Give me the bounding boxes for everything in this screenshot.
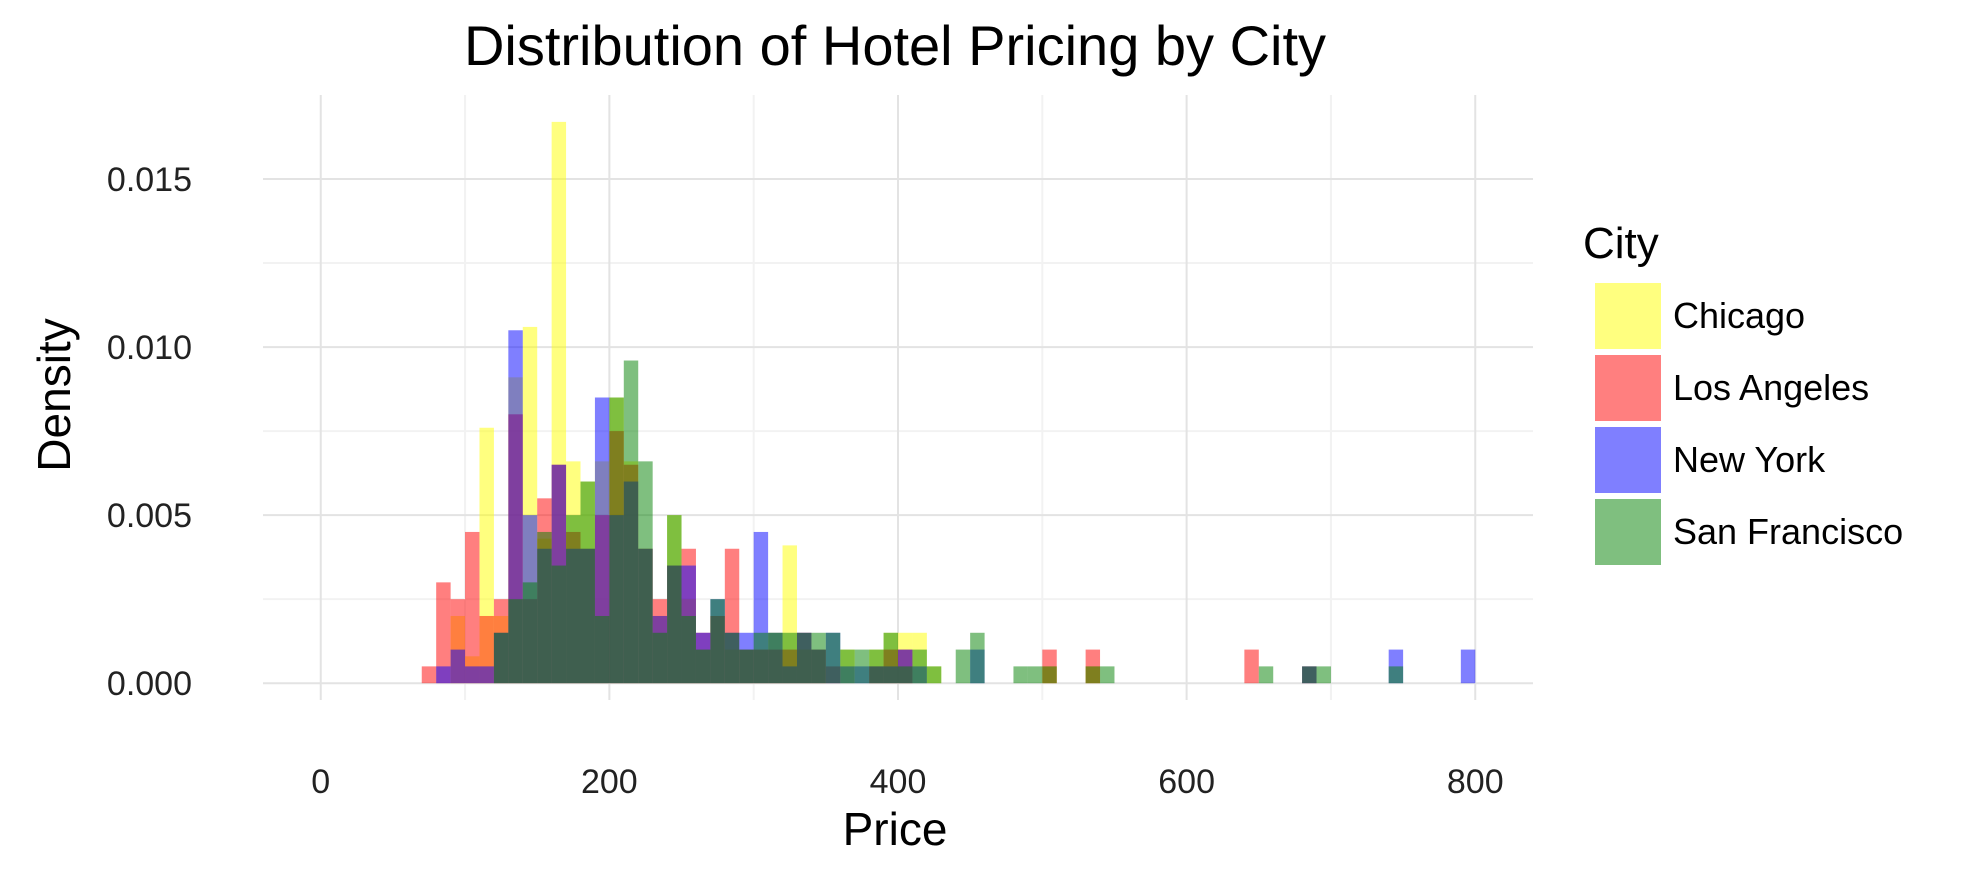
bar-san-francisco bbox=[1013, 666, 1028, 684]
y-tick-label: 0.010 bbox=[107, 329, 192, 367]
legend-item-chicago: Chicago bbox=[1595, 283, 1805, 349]
x-tick-label: 0 bbox=[311, 763, 330, 801]
bar-new-york bbox=[450, 649, 466, 684]
bar-san-francisco bbox=[667, 515, 682, 684]
bar-san-francisco bbox=[898, 666, 913, 684]
y-tick-label: 0.005 bbox=[107, 497, 192, 535]
bar-san-francisco bbox=[566, 515, 581, 684]
x-tick-label: 200 bbox=[581, 763, 638, 801]
bar-san-francisco bbox=[695, 649, 711, 684]
legend-swatch bbox=[1595, 283, 1661, 349]
bar-san-francisco bbox=[970, 632, 985, 684]
bar-san-francisco bbox=[768, 632, 783, 684]
legend-label: Los Angeles bbox=[1673, 367, 1869, 408]
bar-san-francisco bbox=[537, 531, 552, 684]
y-axis-title: Density bbox=[28, 318, 80, 471]
bar-san-francisco bbox=[811, 632, 826, 684]
bar-new-york bbox=[508, 330, 523, 684]
bar-san-francisco bbox=[883, 632, 898, 684]
bar-san-francisco bbox=[912, 649, 927, 684]
bar-los-angeles bbox=[1244, 649, 1259, 684]
bar-san-francisco bbox=[1042, 666, 1057, 684]
legend-item-new-york: New York bbox=[1595, 427, 1826, 493]
legend-swatch bbox=[1595, 355, 1661, 421]
bar-san-francisco bbox=[1302, 666, 1317, 684]
bars-layer bbox=[421, 121, 1476, 684]
y-tick-label: 0.000 bbox=[107, 665, 192, 703]
x-tick-label: 800 bbox=[1447, 763, 1504, 801]
legend-swatch bbox=[1595, 499, 1661, 565]
x-axis: 0 200 400 600 800 bbox=[311, 763, 1503, 801]
bar-san-francisco bbox=[825, 632, 841, 684]
bar-new-york bbox=[465, 666, 480, 684]
legend-label: Chicago bbox=[1673, 295, 1805, 336]
bar-san-francisco bbox=[854, 649, 870, 684]
bar-san-francisco bbox=[1388, 666, 1404, 684]
bar-san-francisco bbox=[551, 565, 567, 684]
bar-san-francisco bbox=[1085, 666, 1101, 684]
legend-label: San Francisco bbox=[1673, 511, 1903, 552]
bar-san-francisco bbox=[623, 360, 639, 684]
bar-new-york bbox=[594, 397, 610, 684]
bar-san-francisco bbox=[508, 599, 523, 684]
bar-san-francisco bbox=[652, 632, 668, 684]
bar-san-francisco bbox=[594, 615, 610, 684]
y-tick-label: 0.015 bbox=[107, 161, 192, 199]
legend-swatch bbox=[1595, 427, 1661, 493]
y-axis: 0.000 0.005 0.010 0.015 bbox=[107, 161, 192, 703]
bar-san-francisco bbox=[609, 397, 624, 684]
legend-item-los-angeles: Los Angeles bbox=[1595, 355, 1869, 421]
legend: City Chicago Los Angeles New York San Franc… bbox=[1583, 219, 1903, 565]
x-axis-title: Price bbox=[843, 803, 948, 855]
bar-san-francisco bbox=[796, 632, 812, 684]
bar-san-francisco bbox=[580, 481, 595, 684]
bar-san-francisco bbox=[522, 582, 538, 684]
x-tick-label: 600 bbox=[1158, 763, 1215, 801]
series-san-francisco bbox=[493, 360, 1404, 684]
bar-san-francisco bbox=[493, 632, 509, 684]
bar-san-francisco bbox=[724, 632, 740, 684]
legend-label: New York bbox=[1673, 439, 1826, 480]
bar-san-francisco bbox=[710, 599, 725, 684]
bar-san-francisco bbox=[1027, 666, 1043, 684]
bar-los-angeles bbox=[436, 582, 451, 684]
plot-area bbox=[263, 95, 1533, 700]
bar-san-francisco bbox=[782, 632, 797, 684]
bar-new-york bbox=[436, 666, 451, 684]
legend-title: City bbox=[1583, 219, 1659, 268]
bar-san-francisco bbox=[926, 666, 942, 684]
bar-san-francisco bbox=[1316, 666, 1331, 684]
bar-san-francisco bbox=[955, 649, 971, 684]
chart-title: Distribution of Hotel Pricing by City bbox=[464, 14, 1326, 77]
bar-san-francisco bbox=[681, 615, 696, 684]
bar-san-francisco bbox=[753, 632, 769, 684]
x-tick-label: 400 bbox=[870, 763, 927, 801]
bar-san-francisco bbox=[840, 649, 855, 684]
bar-los-angeles bbox=[421, 666, 437, 684]
bar-san-francisco bbox=[638, 461, 653, 684]
bar-new-york bbox=[479, 666, 494, 684]
legend-item-san-francisco: San Francisco bbox=[1595, 499, 1903, 565]
bar-los-angeles bbox=[465, 531, 480, 684]
bar-new-york bbox=[1460, 649, 1476, 684]
bar-san-francisco bbox=[1258, 666, 1274, 684]
bar-san-francisco bbox=[1100, 666, 1115, 684]
bar-san-francisco bbox=[739, 649, 754, 684]
bar-san-francisco bbox=[869, 649, 884, 684]
